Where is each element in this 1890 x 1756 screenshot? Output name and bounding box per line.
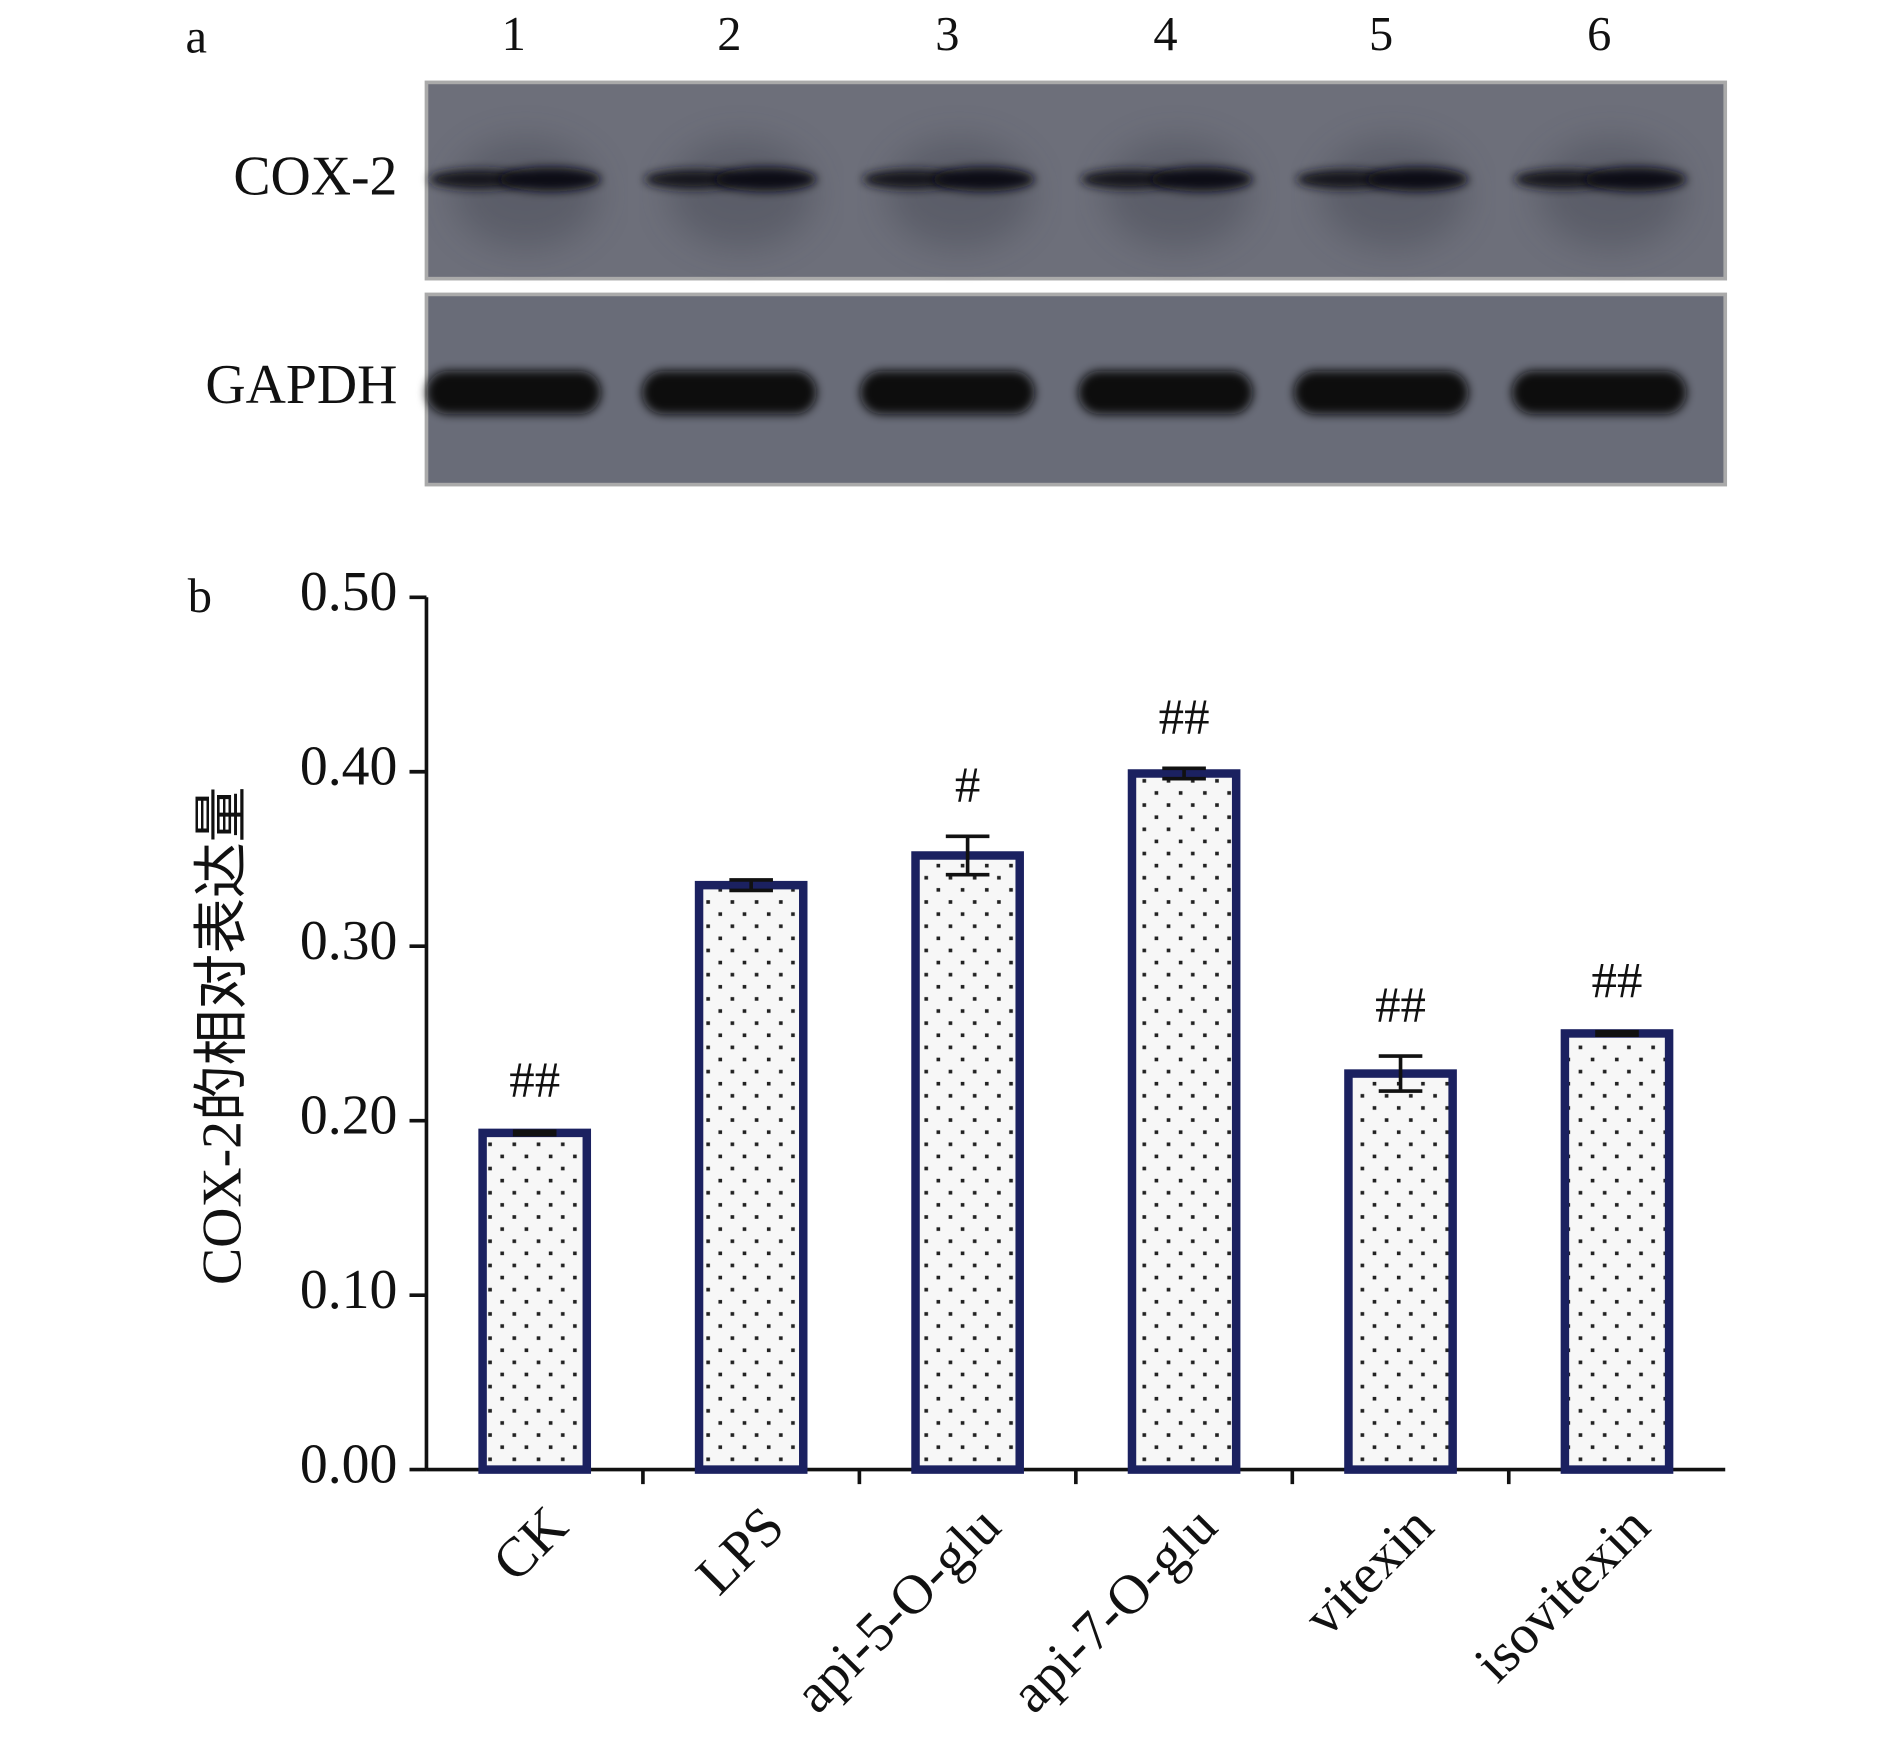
bar bbox=[694, 880, 808, 1474]
band bbox=[1296, 169, 1394, 189]
band bbox=[1080, 169, 1178, 189]
band bbox=[642, 370, 817, 415]
bar bbox=[1127, 769, 1241, 1474]
y-tick-label: 0.40 bbox=[300, 736, 398, 798]
y-tick-label: 0.00 bbox=[300, 1433, 398, 1495]
band-smear bbox=[668, 139, 815, 249]
blot-membrane bbox=[424, 80, 1728, 281]
band bbox=[862, 169, 960, 189]
band bbox=[1511, 370, 1687, 415]
band bbox=[1078, 370, 1253, 415]
x-tick-label: isovitexin bbox=[1463, 1495, 1662, 1694]
band bbox=[1366, 167, 1469, 192]
y-axis-label: COX-2的相对表达量 bbox=[192, 787, 254, 1285]
band-smear bbox=[1104, 139, 1251, 249]
lane-label: 3 bbox=[935, 8, 959, 61]
error-bar bbox=[945, 834, 990, 877]
band-smear bbox=[886, 139, 1033, 249]
band-smear bbox=[1538, 139, 1685, 249]
lane-label: 4 bbox=[1153, 8, 1177, 61]
band bbox=[426, 370, 601, 415]
y-tick-label: 0.30 bbox=[300, 910, 398, 972]
error-bar bbox=[1595, 1029, 1639, 1038]
x-tick-label: LPS bbox=[684, 1495, 796, 1607]
lane-label: 5 bbox=[1369, 8, 1393, 61]
significance-label: ## bbox=[1375, 978, 1426, 1034]
panel-label: a bbox=[186, 10, 208, 63]
band bbox=[499, 167, 601, 192]
band-smear bbox=[453, 139, 599, 249]
band bbox=[1293, 370, 1469, 415]
y-tick-label: 0.50 bbox=[300, 561, 398, 623]
row-label: GAPDH bbox=[205, 354, 397, 416]
band bbox=[1584, 167, 1687, 192]
band bbox=[714, 167, 817, 192]
y-tick-label: 0.20 bbox=[300, 1084, 398, 1146]
x-tick-label: api-5-O-glu bbox=[783, 1495, 1013, 1725]
error-bar bbox=[512, 1129, 557, 1137]
row-label: COX-2 bbox=[233, 146, 397, 208]
band bbox=[1514, 169, 1612, 189]
bar bbox=[478, 1128, 592, 1474]
band bbox=[932, 167, 1035, 192]
band bbox=[428, 169, 526, 189]
band bbox=[644, 169, 742, 189]
bar bbox=[1560, 1029, 1674, 1474]
band bbox=[860, 370, 1035, 415]
lane-label: 1 bbox=[502, 8, 526, 61]
y-tick-label: 0.10 bbox=[300, 1259, 398, 1321]
error-bar bbox=[1162, 766, 1206, 781]
x-tick-label: CK bbox=[481, 1495, 580, 1594]
band bbox=[1150, 167, 1253, 192]
panel-label: b bbox=[188, 570, 212, 623]
bar bbox=[911, 851, 1024, 1474]
significance-label: # bbox=[955, 758, 980, 814]
significance-label: ## bbox=[1592, 953, 1643, 1009]
significance-label: ## bbox=[1159, 690, 1210, 746]
error-bar bbox=[729, 878, 773, 893]
lane-label: 6 bbox=[1587, 8, 1611, 61]
x-tick-label: vitexin bbox=[1292, 1495, 1445, 1648]
significance-label: ## bbox=[509, 1053, 560, 1109]
error-bar bbox=[1378, 1054, 1423, 1093]
band-smear bbox=[1320, 139, 1466, 249]
x-tick-label: api-7-O-glu bbox=[999, 1495, 1229, 1725]
lane-label: 2 bbox=[717, 8, 741, 61]
bar bbox=[1344, 1069, 1457, 1474]
